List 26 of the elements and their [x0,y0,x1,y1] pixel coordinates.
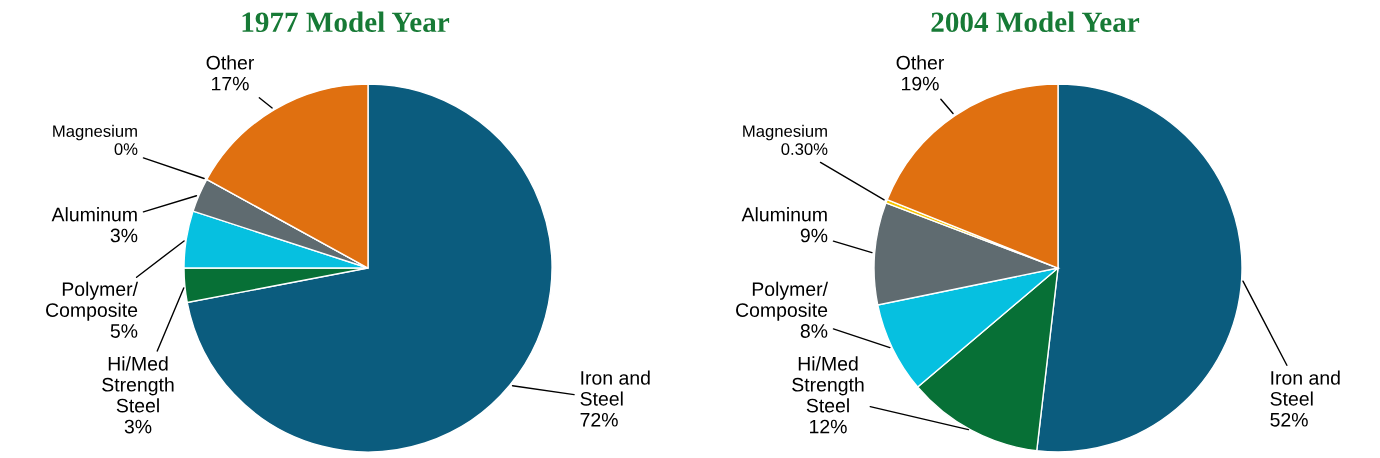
chart-title: 2004 Model Year [931,11,1140,33]
slice-label: Other [896,55,944,70]
slice-label: Polymer/ Composite [736,281,828,321]
data-label: 3% [110,228,138,243]
slice-label: Hi/Med Strength Steel [102,356,174,413]
slice-label: Polymer/ Composite [46,281,138,321]
slice-label: Iron and Steel [580,370,650,406]
data-label: 8% [800,324,828,338]
text: 0% [114,143,138,155]
data-label: 5% [110,324,138,338]
data-label: 72% [580,412,618,427]
data-label: 9% [800,228,828,243]
slice-label: Aluminum [741,207,827,222]
slice-label: Hi/Med Strength Steel [792,356,864,413]
slice-label: Iron and Steel [1270,370,1340,406]
data-label: 3% [124,419,152,434]
slice-label: Magnesium [743,124,827,141]
data-label: 12% [810,419,847,434]
slice-label: Aluminum [51,207,137,222]
chart-title: 1977 Model Year [242,11,450,33]
data-label: 52% [1270,412,1308,427]
data-label: 0.30% [781,143,828,155]
data-label: 19% [902,76,939,91]
slice-label: Other [206,55,254,70]
data-label: 17% [212,76,249,91]
category-label: Magnesium [53,124,137,141]
